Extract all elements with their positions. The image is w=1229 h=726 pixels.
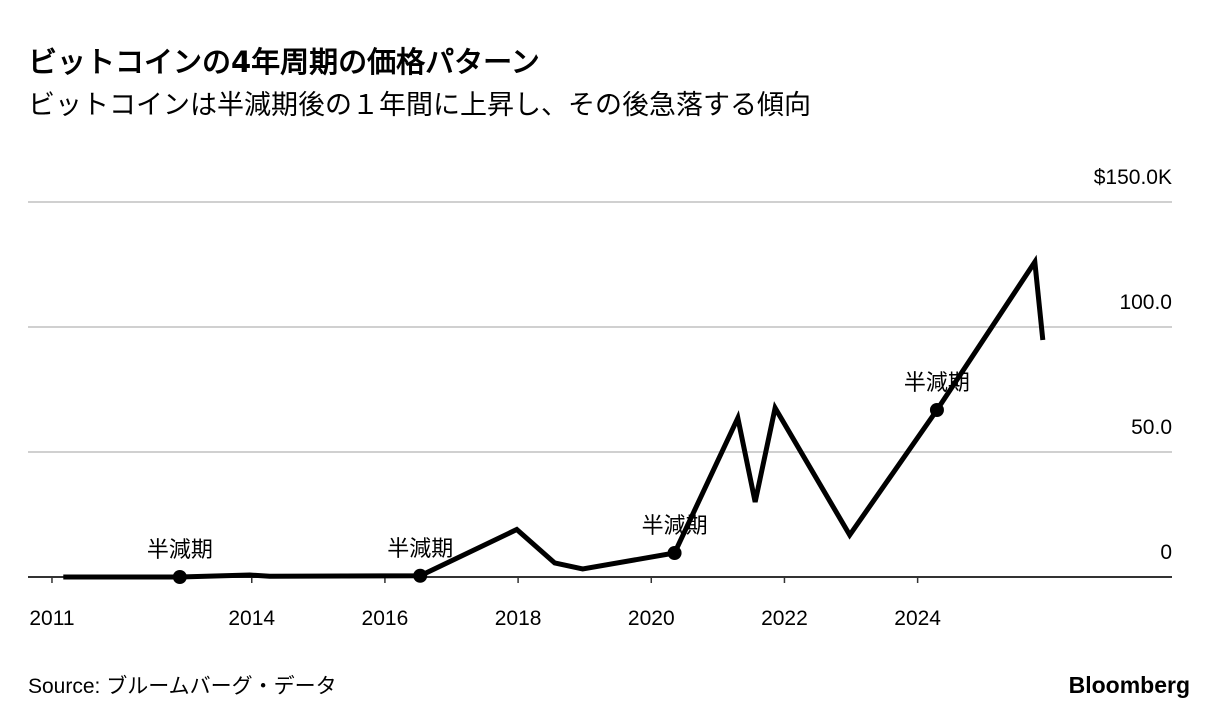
x-tick-label: 2018 — [495, 607, 542, 630]
halving-dot — [413, 568, 428, 583]
y-tick-label: 100.0 — [1119, 291, 1172, 314]
halving-label: 半減期 — [642, 514, 708, 539]
x-tick-label: 2024 — [894, 607, 941, 630]
halving-label: 半減期 — [147, 538, 213, 563]
price-line — [63, 254, 1046, 580]
x-tick-label: 2016 — [362, 607, 409, 630]
x-tick-label: 2022 — [761, 607, 808, 630]
x-tick-label: 2011 — [29, 607, 74, 630]
chart-subtitle: ビットコインは半減期後の１年間に上昇し、その後急落する傾向 — [28, 90, 811, 121]
halving-label: 半減期 — [904, 371, 970, 396]
y-tick-label: 0 — [1160, 541, 1172, 564]
y-tick-label: $150.0K — [1094, 166, 1172, 189]
halving-dot — [172, 570, 187, 584]
halving-dot — [667, 546, 682, 560]
halving-dot — [929, 403, 944, 417]
x-tick-label: 2014 — [228, 607, 275, 630]
source: Source: ブルームバーグ・データ — [28, 675, 337, 698]
chart-title: ビットコインの4年周期の価格パターン — [28, 45, 540, 79]
y-tick-label: 50.0 — [1131, 416, 1172, 439]
x-tick-label: 2020 — [628, 607, 675, 630]
halving-label: 半減期 — [387, 537, 453, 562]
brand: Bloomberg — [1069, 672, 1190, 698]
